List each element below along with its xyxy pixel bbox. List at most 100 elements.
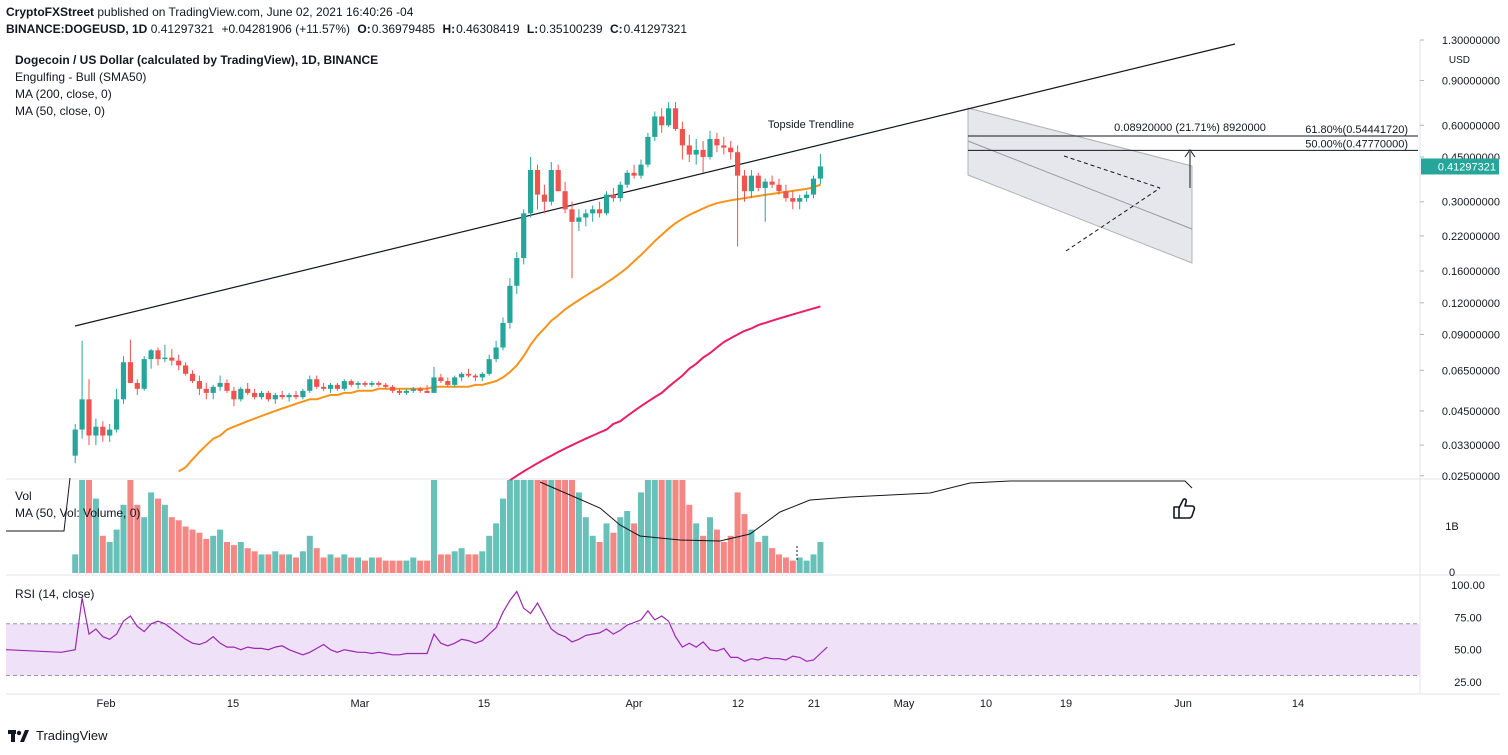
last-price-label: 0.41297321 (1438, 161, 1496, 173)
rsi-tick-label: 50.00 (1454, 645, 1482, 657)
volume-bar (424, 560, 431, 573)
volume-bar (451, 551, 458, 573)
candle-body (383, 384, 389, 387)
candle-body (396, 390, 403, 393)
candle-body (107, 429, 113, 436)
volume-bar (734, 492, 741, 573)
volume-bar (306, 535, 313, 573)
volume-bar (506, 480, 513, 573)
candle-body (196, 381, 202, 389)
candle-body (355, 382, 361, 385)
candle-body (548, 169, 554, 202)
candle-body (783, 191, 789, 199)
ma50-line (178, 183, 821, 473)
legend-ma200[interactable]: MA (200, close, 0) (15, 87, 112, 101)
channel-midline (967, 140, 1193, 230)
candle-body (721, 145, 727, 148)
volume-tick-label: 0 (1449, 567, 1455, 579)
vol-legend-ma[interactable]: MA (50, Vol: Volume, 0) (15, 506, 141, 520)
candle-body (300, 390, 306, 398)
price-tick-label: 0.02500000 (1442, 471, 1500, 483)
time-axis: Feb 15 Mar 15 Apr 12 21 May 10 19 Jun 14 (97, 698, 1305, 710)
candle-body (417, 388, 423, 391)
price-tick-label: 0.16000000 (1442, 266, 1500, 278)
volume-bar (631, 523, 638, 573)
volume-bar (527, 480, 534, 573)
candles (72, 102, 823, 464)
footer-brand: TradingView (36, 728, 108, 743)
candle-body (72, 429, 78, 456)
candle-body (700, 149, 706, 158)
candle-body (583, 213, 589, 218)
volume-bar (569, 480, 575, 573)
price-tick-label: 0.03300000 (1442, 440, 1500, 452)
candle-body (252, 392, 258, 398)
rsi-line (5, 590, 828, 662)
vol-legend-title[interactable]: Vol (15, 489, 32, 503)
volume-bar (120, 504, 127, 573)
candle-body (134, 382, 140, 389)
close-label: C: (609, 22, 623, 36)
candle-body (728, 147, 734, 153)
volume-bar (210, 535, 217, 573)
volume-bar (237, 542, 244, 573)
author-name[interactable]: CryptoFXStreet (6, 5, 95, 19)
time-tick-label: 14 (1292, 698, 1304, 710)
candle-body (390, 386, 396, 391)
footer: TradingView (8, 728, 108, 743)
measured-move-arrow (1184, 149, 1196, 158)
volume-bar (638, 492, 644, 573)
volume-bar (741, 514, 748, 573)
volume-bar (672, 480, 679, 573)
candle-body (624, 172, 630, 185)
candle-body (238, 388, 244, 400)
volume-bar (327, 554, 334, 573)
rsi-tick-label: 100.00 (1451, 580, 1485, 592)
candle-body (576, 217, 582, 222)
price-tick-label: 0.90000000 (1442, 76, 1500, 88)
volume-bar (700, 535, 707, 573)
candle-body (472, 375, 478, 378)
topside-trendline (74, 43, 1236, 327)
price-tick-label: 0.12000000 (1442, 298, 1500, 310)
volume-bar (679, 480, 686, 573)
candle-body (86, 399, 92, 436)
candle-body (114, 399, 120, 430)
time-tick-label: Mar (351, 698, 370, 710)
volume-bar (534, 480, 541, 573)
fib-levels: 61.80%(0.54441720) 50.00%(0.47770000) (968, 124, 1418, 151)
volume-bar (458, 548, 465, 573)
candle-body (679, 129, 685, 146)
candle-body (438, 377, 444, 382)
volume-bar (624, 511, 631, 573)
volume-bar (762, 535, 769, 573)
volume-ma-line (539, 480, 1193, 542)
rsi-legend[interactable]: RSI (14, close) (15, 587, 95, 601)
candle-body (424, 390, 430, 393)
candle-body (258, 392, 265, 398)
time-tick-label: Jun (1174, 698, 1192, 710)
candle-body (465, 373, 472, 376)
candle-body (610, 194, 616, 199)
candle-body (93, 426, 99, 436)
candle-body (348, 381, 354, 385)
volume-bar (168, 517, 175, 573)
volume-bar (258, 554, 265, 573)
candle-body (334, 384, 340, 389)
legend-engulfing[interactable]: Engulfing - Bull (SMA50) (15, 70, 147, 84)
candle-body (286, 395, 292, 398)
candle-body (341, 381, 347, 389)
volume-bar (575, 492, 582, 573)
candle-body (369, 382, 375, 385)
legend-ma50[interactable]: MA (50, close, 0) (15, 104, 106, 118)
volume-bar (334, 557, 341, 573)
wedge-upper-line (1063, 155, 1161, 189)
last-price-badge (1421, 158, 1499, 175)
volume-bar (355, 557, 362, 573)
quote-line: BINANCE:DOGEUSD, 1D 0.41297321 +0.042819… (6, 22, 691, 36)
volume-bar (230, 545, 237, 573)
volume-bar (589, 535, 596, 573)
symbol-label: BINANCE:DOGEUSD, 1D (6, 22, 148, 36)
candle-body (748, 175, 754, 192)
